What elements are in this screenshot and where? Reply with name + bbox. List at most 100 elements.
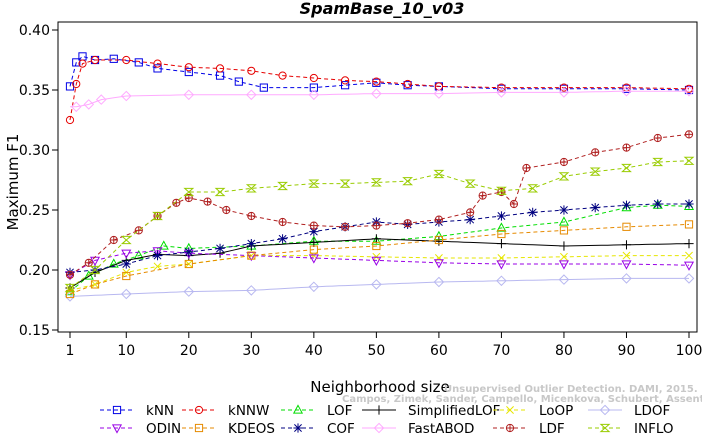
data-point-inflo: [64, 283, 76, 293]
x-tick-label: 70: [493, 343, 511, 359]
data-point-inflo: [558, 172, 570, 181]
series-line-ldof: [69, 277, 689, 297]
series-layer: [64, 52, 695, 302]
data-point-knnw: [341, 76, 350, 85]
data-point-lof: [108, 258, 119, 268]
x-tick-label: 50: [367, 343, 385, 359]
data-point-ldf: [510, 200, 518, 208]
series-fastabod: [70, 85, 695, 113]
data-point-inflo: [433, 169, 445, 179]
series-line-inflo: [69, 160, 690, 289]
data-point-knnw: [78, 59, 87, 68]
data-point-knnw: [247, 66, 256, 75]
data-point-ldf: [247, 212, 255, 220]
legend-marker-knnw: [194, 405, 204, 415]
series-ldof: [64, 273, 695, 302]
legend-label: FastABOD: [408, 421, 474, 434]
data-point-cof: [528, 207, 538, 217]
x-tick-label: 60: [430, 343, 448, 359]
data-point-knn: [109, 54, 118, 63]
data-point-inflo: [277, 181, 289, 191]
data-point-kdeos: [247, 251, 256, 260]
legend-label: kNNW: [228, 403, 269, 419]
data-point-kdeos: [684, 220, 694, 229]
legend-label: KDEOS: [228, 421, 275, 434]
legend-item-ldf: LDF: [493, 421, 565, 434]
data-point-ldf: [135, 226, 143, 234]
data-point-knn: [341, 81, 350, 90]
data-point-ldof: [64, 291, 76, 302]
data-point-odin: [558, 260, 569, 270]
data-point-cof: [246, 239, 256, 249]
data-point-ldof: [496, 275, 507, 287]
legend-item-loop: LoOP: [493, 403, 573, 419]
data-point-kdeos: [559, 226, 569, 235]
data-point-ldof: [621, 273, 632, 284]
data-point-ldf: [404, 219, 412, 227]
data-point-knnw: [497, 83, 506, 92]
data-point-cof: [152, 251, 163, 261]
data-point-fastabod: [120, 90, 132, 102]
series-loop: [66, 251, 693, 295]
data-point-loop: [153, 262, 162, 271]
data-point-knnw: [372, 77, 381, 86]
data-point-simplifiedlof: [496, 239, 507, 249]
series-line-knnw: [69, 59, 690, 121]
data-point-inflo: [89, 265, 101, 275]
data-point-fastabod: [496, 87, 507, 98]
legend-label: SimplifiedLOF: [408, 403, 500, 419]
data-point-ldof: [246, 285, 257, 296]
data-point-fastabod: [95, 94, 107, 105]
data-point-fastabod: [70, 101, 82, 113]
data-point-ldof: [433, 276, 445, 288]
data-point-ldf: [522, 164, 531, 172]
data-point-kdeos: [622, 222, 631, 231]
data-point-cof: [590, 203, 600, 213]
data-point-odin: [308, 254, 319, 264]
data-point-inflo: [245, 184, 257, 193]
data-point-cof: [559, 205, 569, 215]
data-point-knnw: [434, 82, 443, 91]
data-point-cof: [653, 199, 663, 209]
x-tick-label: 10: [117, 343, 135, 359]
data-point-cof: [465, 215, 475, 225]
data-point-fastabod: [246, 89, 257, 101]
legend-item-cof: COF: [281, 421, 355, 434]
legend-item-inflo: INFLO: [588, 421, 674, 434]
data-point-knnw: [184, 63, 193, 72]
legend-marker-odin: [111, 424, 123, 434]
legend-marker-ldof: [599, 404, 611, 416]
data-point-inflo: [214, 187, 226, 197]
data-point-inflo: [308, 179, 320, 188]
data-point-loop: [434, 254, 443, 262]
data-point-inflo: [339, 179, 351, 188]
legend-label: kNN: [146, 403, 174, 419]
data-point-knn: [259, 83, 268, 92]
data-point-knn: [134, 58, 143, 67]
data-point-odin: [371, 256, 382, 267]
data-point-inflo: [527, 184, 539, 193]
series-line-cof: [69, 203, 689, 273]
data-point-knnw: [403, 79, 412, 89]
data-point-ldf: [85, 259, 93, 267]
series-line-knn: [69, 55, 690, 91]
data-point-fastabod: [308, 89, 320, 101]
series-knnw: [65, 55, 694, 125]
data-point-inflo: [683, 156, 695, 165]
data-point-ldof: [371, 279, 382, 290]
legend-label: INFLO: [634, 421, 674, 434]
data-point-fastabod: [621, 85, 632, 97]
data-point-odin: [152, 247, 163, 257]
data-point-simplifiedlof: [371, 234, 381, 244]
legend-item-lof: LOF: [281, 403, 352, 419]
data-point-ldf: [435, 216, 443, 224]
x-tick-label: 100: [676, 343, 702, 359]
data-point-ldf: [372, 222, 380, 230]
data-point-ldf: [685, 130, 693, 138]
legend-item-ldof: LDOF: [588, 403, 670, 419]
x-axis-label: Neighborhood size: [310, 378, 449, 396]
data-point-loop: [559, 252, 568, 261]
legend-label: ODIN: [146, 421, 181, 434]
data-point-inflo: [464, 179, 476, 188]
